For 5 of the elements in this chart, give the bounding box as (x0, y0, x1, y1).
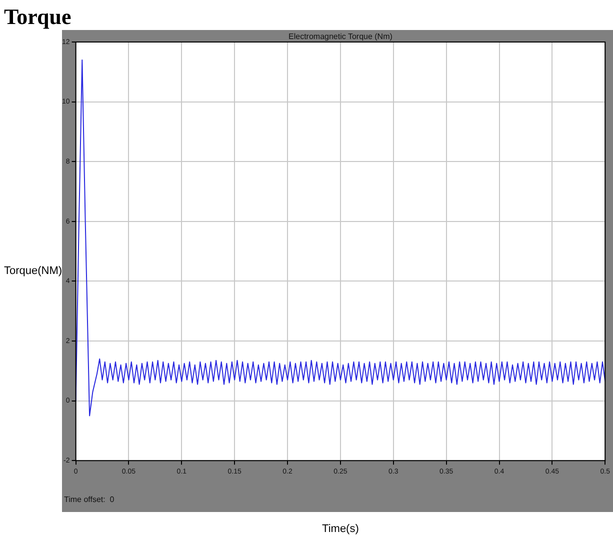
chart-title: Torque (4, 4, 72, 29)
y-axis-title: Torque(NM) (4, 265, 62, 277)
text: Time offset: 0 (64, 495, 115, 504)
x-axis-title: Time(s) (322, 523, 359, 535)
chart-subtitle: Electromagnetic Torque (Nm) (288, 32, 393, 41)
